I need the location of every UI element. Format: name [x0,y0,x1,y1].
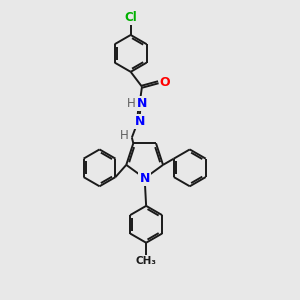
Text: H: H [127,97,136,110]
Text: H: H [120,129,128,142]
Text: N: N [135,115,146,128]
Text: O: O [160,76,170,89]
Text: Cl: Cl [124,11,137,24]
Text: CH₃: CH₃ [136,256,157,266]
Text: N: N [137,97,147,110]
Text: N: N [140,172,150,185]
